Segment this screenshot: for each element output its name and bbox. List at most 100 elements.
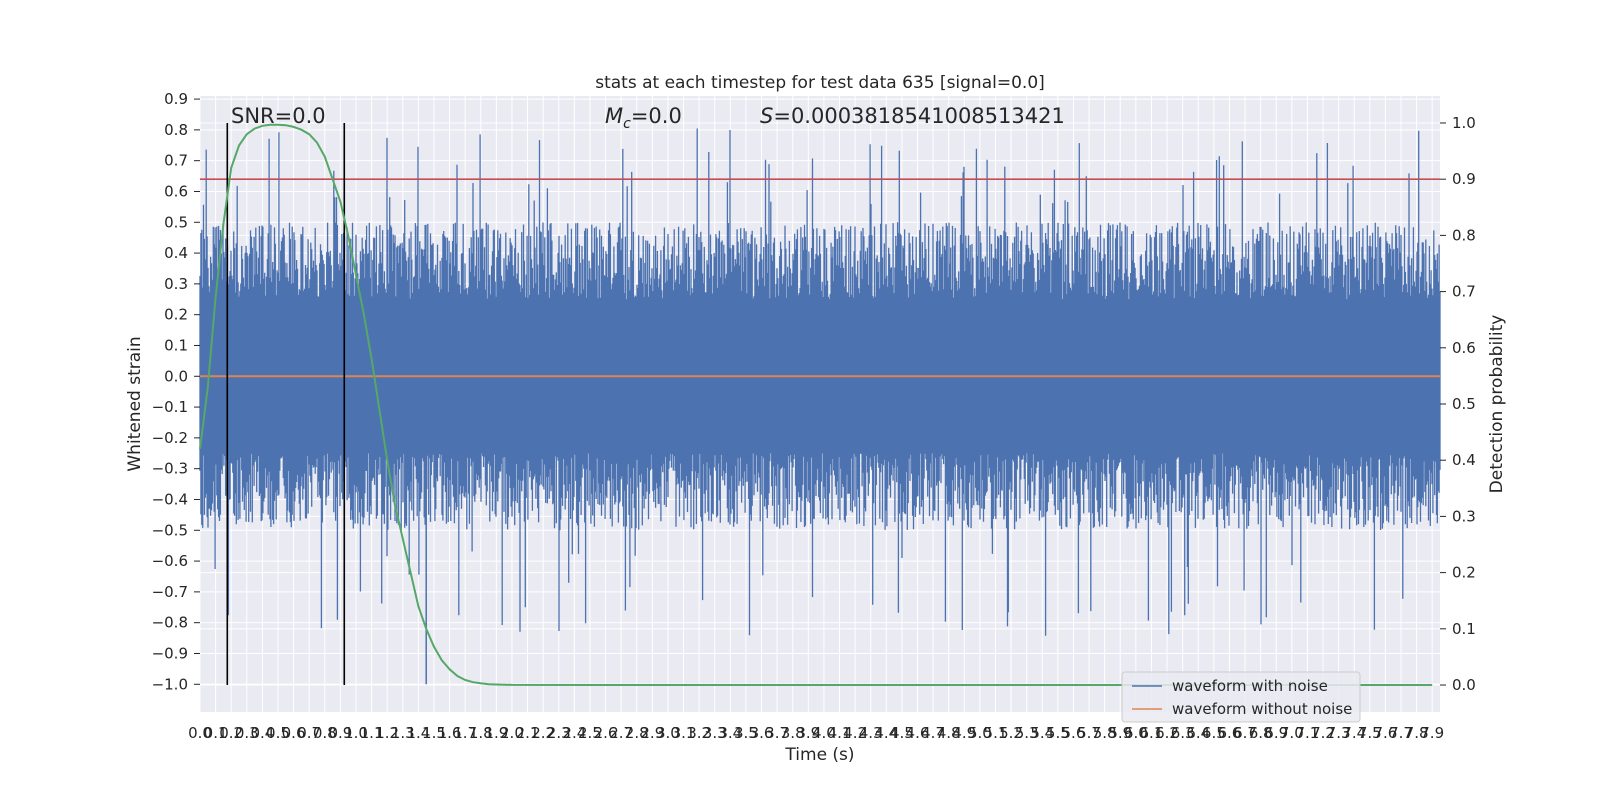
x-tick-label: 6.2 xyxy=(1155,724,1179,742)
x-tick-label: 6.9 xyxy=(1264,724,1288,742)
x-tick-label: 7.3 xyxy=(1327,724,1351,742)
x-tick-label: 7.0 xyxy=(1280,724,1304,742)
x-tick-label: 3.9 xyxy=(796,724,820,742)
x-tick-label: 0.7 xyxy=(297,724,321,742)
s-symbol: S xyxy=(760,104,773,128)
x-tick-label: 1.3 xyxy=(391,724,415,742)
chirp-mass-subscript: c xyxy=(623,116,631,132)
x-tick-label: 1.6 xyxy=(438,724,462,742)
x-tick-label: 5.8 xyxy=(1093,724,1117,742)
x-tick-label: 0.5 xyxy=(266,724,290,742)
y-tick-label: −0.4 xyxy=(152,490,188,508)
x-tick-label: 4.9 xyxy=(952,724,976,742)
chirp-mass-value: =0.0 xyxy=(631,104,682,128)
x-tick-label: 5.0 xyxy=(968,724,992,742)
x-tick-label: 3.5 xyxy=(734,724,758,742)
x-tick-label: 2.6 xyxy=(594,724,618,742)
y-tick-label: 0.0 xyxy=(164,367,188,385)
chirp-mass-symbol: M xyxy=(605,104,623,128)
x-tick-label: 3.1 xyxy=(672,724,696,742)
x-tick-label: 2.7 xyxy=(609,724,633,742)
x-tick-label: 7.4 xyxy=(1342,724,1366,742)
y-tick-label: −0.2 xyxy=(152,429,188,447)
x-tick-label: 1.4 xyxy=(406,724,430,742)
x-tick-label: 3.2 xyxy=(687,724,711,742)
legend: waveform with noise waveform without noi… xyxy=(1121,671,1361,723)
x-tick-label: 4.6 xyxy=(906,724,930,742)
y-tick-label: −0.3 xyxy=(152,460,188,478)
y-tick-label: −0.5 xyxy=(152,521,188,539)
x-tick-label: 6.4 xyxy=(1186,724,1210,742)
x-tick-labels: 0.00.10.20.30.40.50.60.70.80.91.01.11.21… xyxy=(188,724,1444,742)
y2-tick-label: 0.7 xyxy=(1452,283,1476,301)
y-tick-label: 0.8 xyxy=(164,121,188,139)
x-tick-label: 5.4 xyxy=(1030,724,1054,742)
x-tick-label: 3.8 xyxy=(781,724,805,742)
x-tick-label: 1.2 xyxy=(375,724,399,742)
y2-tick-label: 0.6 xyxy=(1452,339,1476,357)
y2-tick-labels: 1.0 0.9 0.8 0.7 0.6 0.5 0.4 0.3 0.2 0.1 0.0 xyxy=(1440,114,1476,694)
x-tick-label: 1.5 xyxy=(422,724,446,742)
y-tick-label: −0.7 xyxy=(152,583,188,601)
x-tick-label: 3.7 xyxy=(765,724,789,742)
x-tick-label: 5.2 xyxy=(999,724,1023,742)
x-tick-label: 7.9 xyxy=(1420,724,1444,742)
x-tick-label: 6.5 xyxy=(1202,724,1226,742)
x-tick-label: 0.0 xyxy=(188,724,212,742)
y-tick-label: 0.3 xyxy=(164,275,188,293)
y2-tick-label: 0.1 xyxy=(1452,620,1476,638)
y-tick-label: 0.2 xyxy=(164,306,188,324)
x-tick-label: 0.4 xyxy=(250,724,274,742)
x-tick-label: 0.9 xyxy=(328,724,352,742)
x-tick-label: 1.9 xyxy=(484,724,508,742)
probability-line xyxy=(199,123,1433,686)
y-tick-label: 0.7 xyxy=(164,152,188,170)
x-tick-label: 5.6 xyxy=(1062,724,1086,742)
x-tick-label: 6.1 xyxy=(1140,724,1164,742)
s-annotation: S=0.0003818541008513421 xyxy=(760,104,1065,128)
x-tick-label: 6.0 xyxy=(1124,724,1148,742)
chart-title: stats at each timestep for test data 635… xyxy=(595,73,1045,93)
x-tick-label: 0.8 xyxy=(313,724,337,742)
x-tick-label: 7.6 xyxy=(1373,724,1397,742)
x-tick-label: 2.4 xyxy=(562,724,586,742)
y-tick-label: −1.0 xyxy=(152,675,188,693)
x-tick-label: 3.4 xyxy=(718,724,742,742)
y2-tick-label: 0.3 xyxy=(1452,507,1476,525)
y2-tick-label: 0.9 xyxy=(1452,170,1476,188)
x-tick-label: 4.8 xyxy=(937,724,961,742)
x-tick-label: 7.1 xyxy=(1295,724,1319,742)
noise-trace xyxy=(199,128,1441,636)
x-tick-label: 3.6 xyxy=(750,724,774,742)
x-tick-label: 4.3 xyxy=(859,724,883,742)
chirp-mass-annotation: Mc=0.0 xyxy=(605,104,682,132)
x-tick-label: 6.7 xyxy=(1233,724,1257,742)
x-tick-label: 2.9 xyxy=(640,724,664,742)
y-tick-label: −0.6 xyxy=(152,552,188,570)
legend-box xyxy=(1121,671,1361,723)
y2-tick-label: 0.8 xyxy=(1452,226,1476,244)
y2-tick-label: 1.0 xyxy=(1452,114,1476,132)
y-axis-label: Whitened strain xyxy=(125,336,145,471)
x-tick-label: 0.2 xyxy=(219,724,243,742)
y2-tick-label: 0.4 xyxy=(1452,451,1476,469)
x-tick-label: 1.0 xyxy=(344,724,368,742)
series-detection-probability xyxy=(199,123,1433,686)
x-tick-label: 6.6 xyxy=(1218,724,1242,742)
y-tick-label: 0.6 xyxy=(164,182,188,200)
x-tick-label: 4.7 xyxy=(921,724,945,742)
x-tick-label: 2.8 xyxy=(625,724,649,742)
y-tick-label: −0.9 xyxy=(152,644,188,662)
y-tick-label: −0.8 xyxy=(152,614,188,632)
x-tick-label: 5.9 xyxy=(1108,724,1132,742)
x-tick-label: 1.8 xyxy=(469,724,493,742)
x-tick-label: 4.0 xyxy=(812,724,836,742)
x-tick-label: 1.1 xyxy=(360,724,384,742)
x-tick-label: 5.5 xyxy=(1046,724,1070,742)
x-tick-label: 0.3 xyxy=(235,724,259,742)
s-value: =0.0003818541008513421 xyxy=(773,104,1065,128)
x-tick-label: 4.4 xyxy=(874,724,898,742)
x-tick-label: 7.8 xyxy=(1405,724,1429,742)
x-tick-label: 7.7 xyxy=(1389,724,1413,742)
